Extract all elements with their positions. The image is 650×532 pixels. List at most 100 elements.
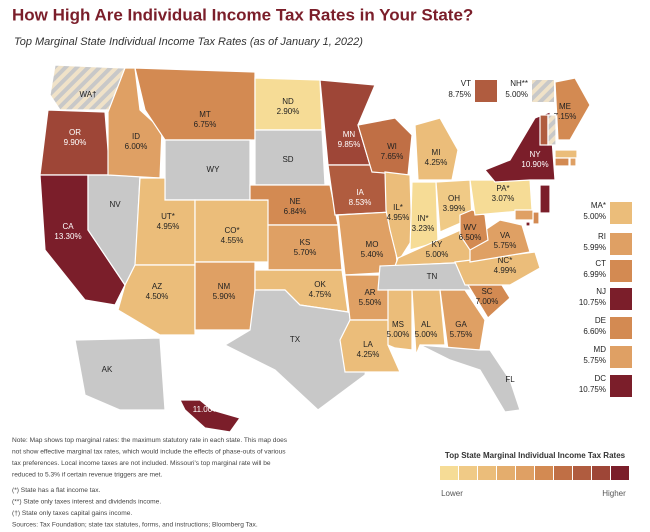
legend-swatch <box>497 466 515 480</box>
state-rate: 4.99% <box>494 266 517 275</box>
state-abbr: AL <box>421 320 431 329</box>
state-rate: 6.50% <box>459 233 482 242</box>
state-abbr: IL* <box>393 203 403 212</box>
legend-high: Higher <box>602 489 626 498</box>
state-abbr: NE <box>289 197 300 206</box>
state-rate: 10.90% <box>521 160 548 169</box>
state-abbr: WV <box>464 223 478 232</box>
state-abbr: DC <box>594 374 606 383</box>
state-rate: 9.90% <box>64 138 87 147</box>
state-abbr: AK <box>102 365 113 374</box>
state-box <box>610 233 632 255</box>
state-box <box>610 375 632 397</box>
notes: Note: Map shows top marginal rates: the … <box>12 437 288 529</box>
state-abbr: LA <box>363 340 373 349</box>
state-abbr: MD <box>594 345 607 354</box>
state-rate: 4.95% <box>157 222 180 231</box>
state-box <box>532 80 554 102</box>
state <box>223 289 373 411</box>
state-abbr: NV <box>109 200 121 209</box>
state-rate: 8.53% <box>349 198 372 207</box>
state-rate: 8.75% <box>448 90 471 99</box>
state-abbr: TN <box>427 272 438 281</box>
state-box <box>610 346 632 368</box>
state-abbr: SD <box>282 155 293 164</box>
legend-swatch <box>592 466 610 480</box>
map: WA†OR9.90%CA13.30%NVID6.00%MT6.75%WYUT*4… <box>39 64 591 433</box>
note-line: (*) State has a flat income tax. <box>12 487 100 494</box>
state-rate: 5.00% <box>505 90 528 99</box>
legend-low: Lower <box>441 489 463 498</box>
state-abbr: NH** <box>510 79 528 88</box>
state <box>439 289 486 351</box>
state <box>387 289 413 351</box>
note-line: Sources: Tax Foundation; state tax statu… <box>12 521 258 528</box>
state-abbr: PA* <box>496 184 509 193</box>
state-rate: 7.15% <box>554 112 577 121</box>
state-box <box>610 317 632 339</box>
state-box <box>610 260 632 282</box>
note-line: reduced to 5.3% if certain revenue trigg… <box>12 471 162 478</box>
state-abbr: WA† <box>79 90 96 99</box>
state-rate: 5.70% <box>294 248 317 257</box>
state-rate: 5.40% <box>361 250 384 259</box>
state-abbr: FL <box>505 375 515 384</box>
state-rate: 4.55% <box>221 236 244 245</box>
state-abbr: ND <box>282 97 294 106</box>
state <box>414 117 459 181</box>
note-line: not show effective marginal tax rates, w… <box>12 448 286 455</box>
state-rate: 5.00% <box>415 330 438 339</box>
state-abbr: UT* <box>161 212 175 221</box>
subtitle: Top Marginal State Individual Income Tax… <box>14 36 363 48</box>
state-abbr: MI <box>432 148 441 157</box>
state-abbr: NY <box>529 150 541 159</box>
state-rate: 10.75% <box>579 385 606 394</box>
state-rate: 7.00% <box>476 297 499 306</box>
state-abbr: KY <box>432 240 443 249</box>
state-rate: 6.99% <box>583 270 606 279</box>
legend: Top State Marginal Individual Income Tax… <box>440 451 629 498</box>
state-rate: 5.00% <box>583 212 606 221</box>
state-box <box>610 202 632 224</box>
state-rate: 6.75% <box>194 120 217 129</box>
note-line: Note: Map shows top marginal rates: the … <box>12 437 288 444</box>
small-state <box>539 114 549 146</box>
state <box>107 67 163 179</box>
state-rate: 6.00% <box>125 142 148 151</box>
state-abbr: CT <box>595 259 606 268</box>
state-abbr: OH <box>448 194 460 203</box>
legend-swatch <box>573 466 591 480</box>
state <box>49 64 126 111</box>
state-abbr: CO* <box>224 226 239 235</box>
legend-swatch <box>554 466 572 480</box>
legend-swatch <box>611 466 629 480</box>
state-rate: 7.65% <box>381 152 404 161</box>
state-rate: 3.07% <box>492 194 515 203</box>
note-line: (**) State only taxes interest and divid… <box>12 498 161 505</box>
state-rate: 11.00% <box>193 405 220 414</box>
state-abbr: MS <box>392 320 404 329</box>
state-rate: 5.75% <box>450 330 473 339</box>
state-rate: 5.00% <box>426 250 449 259</box>
state-abbr: ME <box>559 102 571 111</box>
small-state <box>554 149 578 159</box>
state-rate: 4.25% <box>425 158 448 167</box>
note-line: (†) State only taxes capital gains incom… <box>12 510 132 517</box>
state <box>411 289 446 356</box>
legend-swatch <box>478 466 496 480</box>
legend-swatch <box>440 466 458 480</box>
state-abbr: CA <box>62 222 74 231</box>
state-rate: 4.25% <box>357 350 380 359</box>
small-state <box>539 184 551 214</box>
state-abbr: MN <box>343 130 356 139</box>
small-state <box>525 221 531 227</box>
legend-swatch <box>459 466 477 480</box>
state-abbr: MA* <box>591 201 606 210</box>
state-rate: 5.99% <box>583 243 606 252</box>
side-states: VT 8.75% NH** 5.00% MA* 5.00% RI 5.99% CT 6.99% NJ… <box>448 79 632 397</box>
state-rate: 5.90% <box>213 292 236 301</box>
state-rate: 3.23% <box>412 224 435 233</box>
small-state <box>547 114 557 146</box>
state-abbr: DE <box>595 316 606 325</box>
